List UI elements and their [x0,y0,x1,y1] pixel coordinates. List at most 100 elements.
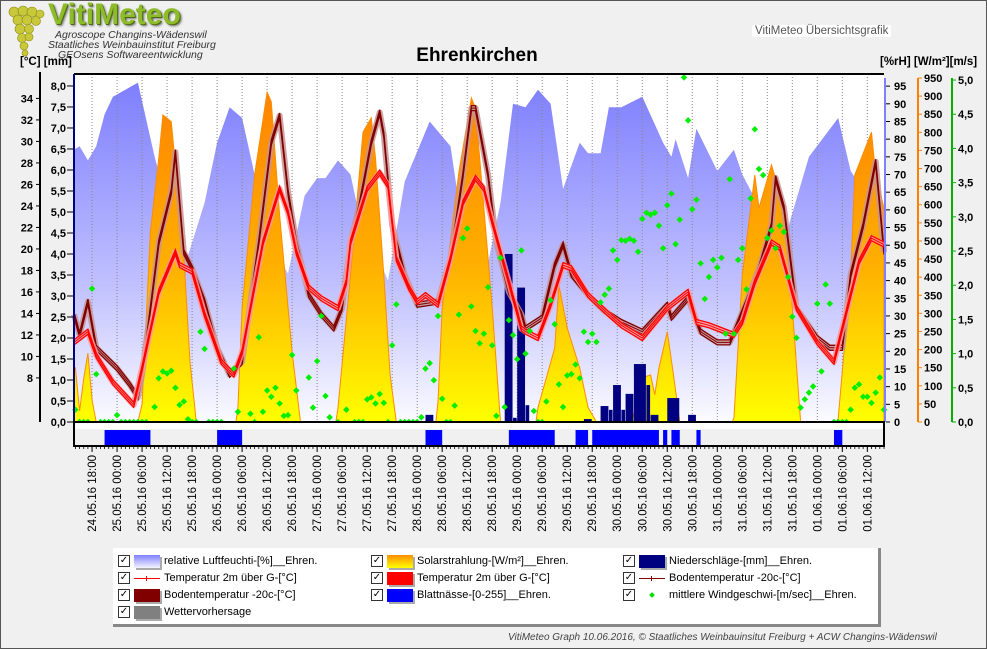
wind-point [472,327,479,335]
legend-item-temp-line[interactable]: ✓ Temperatur 2m über G-[°C] [118,571,297,585]
x-tick-label: 01.06.16 06:00 [837,455,849,532]
solar-tick-label: 900 [924,91,942,103]
wind-point [393,301,400,308]
solar-tick-label: 150 [924,363,942,375]
solar-tick-label: 800 [924,127,942,139]
wind-point [868,399,875,407]
solar-tick-label: 700 [924,164,942,176]
wind-point [547,297,554,304]
temperature-tick-label: 8 [27,373,33,385]
x-tick-label: 28.05.16 00:00 [412,455,424,532]
wind-point [197,328,204,335]
x-tick-label: 25.05.16 18:00 [187,455,199,532]
legend-item-soil-band[interactable]: ✓ Bodentemperatur -20c-[°C] [118,588,296,602]
solar-tick-label: 100 [924,381,942,393]
precipitation-bar [517,287,526,422]
legend-item-humidity[interactable]: ✓ relative Luftfeuchti-[%]__Ehren. [118,554,317,568]
swatch-soil-line [639,572,665,585]
wind-point [376,390,383,398]
wind-point [609,247,617,254]
x-tick-label: 25.05.16 06:00 [137,455,149,532]
footer-credits: VitiMeteo Graph 10.06.2016, © Staatliche… [508,632,937,643]
legend-item-forecast[interactable]: ✓ Wettervorhersage [118,605,251,619]
logo-line-2: Staatliches Weinbauinstitut Freiburg [48,39,216,51]
legend-item-wind[interactable]: ✓ mittlere Windgeschwi-[m/sec]__Ehren. [623,588,857,602]
wind-point [168,367,175,374]
checkbox[interactable]: ✓ [371,555,383,567]
checkbox[interactable]: ✓ [118,572,130,584]
wind-point [309,404,317,411]
solar-tick-label: 750 [924,145,942,157]
temperature-tick-label: 26 [21,179,33,191]
precipitation-tick-label: 2,5 [51,312,66,324]
wind-point [709,256,717,264]
chart-title: Ehrenkirchen [416,45,538,66]
wind-point [509,331,517,339]
legend-item-temp-band[interactable]: ✓ Temperatur 2m über G-[°C] [371,571,550,585]
wind-point [672,240,679,248]
wind-point [876,374,884,381]
humidity-tick-label: 40 [894,276,906,288]
wind-point [559,403,567,411]
checkbox[interactable]: ✓ [623,555,635,567]
checkbox[interactable]: ✓ [623,589,635,601]
wind-point [526,327,533,335]
precipitation-bar [425,414,434,422]
swatch-temp-band [387,571,413,585]
wind-point [726,175,734,183]
wind-point [484,284,492,291]
wind-point [847,406,854,413]
precipitation-bar [633,364,646,422]
x-tick-label: 26.05.16 06:00 [237,455,249,532]
leaf-wetness-block [575,430,589,445]
wind-point [422,365,429,372]
precipitation-bar [608,409,613,422]
x-tick-label: 28.05.16 06:00 [437,455,449,532]
precipitation-bar [688,414,696,422]
checkbox[interactable]: ✓ [118,555,130,567]
legend-item-precipitation[interactable]: ✓ Niederschläge-[mm]__Ehren. [623,554,812,568]
x-tick-label: 27.05.16 12:00 [362,455,374,532]
temperature-2m-band-edge [73,168,885,404]
wind-point [255,333,263,341]
wind-tick-label: 2,5 [958,246,973,258]
precipitation-tick-label: 6,0 [51,165,66,177]
wind-point [805,389,813,396]
wind-point [497,254,504,262]
checkbox[interactable]: ✓ [118,589,130,601]
precipitation-tick-label: 4,0 [51,249,66,261]
temperature-tick-label: 28 [21,158,33,170]
checkbox[interactable]: ✓ [118,606,130,618]
checkbox[interactable]: ✓ [623,572,635,584]
legend-item-leaf-wetness[interactable]: ✓ Blattnässe-[0-255]__Ehren. [371,588,551,602]
temperature-2m-band-edge [73,173,885,409]
x-tick-label: 31.05.16 00:00 [712,455,724,532]
wind-point [530,407,538,415]
precipitation-tick-label: 1,0 [51,375,66,387]
wind-tick-label: 0,5 [958,383,973,395]
wind-tick-label: 2,0 [958,280,973,292]
wind-point [768,227,775,234]
x-tick-label: 28.05.16 18:00 [487,455,499,532]
wind-point [234,408,242,415]
legend-item-solar[interactable]: ✓ Solarstrahlung-[W/m²]__Ehren. [371,554,569,568]
leaf-wetness-block [696,430,701,445]
legend-label: Wettervorhersage [164,606,252,618]
temperature-2m-line [73,171,885,406]
checkbox[interactable]: ✓ [371,589,383,601]
temperature-tick-label: 10 [21,351,33,363]
wind-tick-label: 0,0 [958,417,973,429]
wind-point [568,370,575,378]
wind-point [276,400,283,407]
wind-tick-label: 4,0 [958,143,973,155]
wind-point [809,383,817,390]
precipitation-tick-label: 7,5 [51,102,66,114]
x-tick-label: 27.05.16 00:00 [312,455,324,532]
wind-point [797,404,804,411]
wind-tick-label: 4,5 [958,109,973,121]
legend-item-soil-line[interactable]: ✓ Bodentemperatur -20c-[°C] [623,571,801,585]
checkbox[interactable]: ✓ [371,572,383,584]
legend-label: Blattnässe-[0-255]__Ehren. [417,589,551,601]
solar-tick-label: 350 [924,290,942,302]
